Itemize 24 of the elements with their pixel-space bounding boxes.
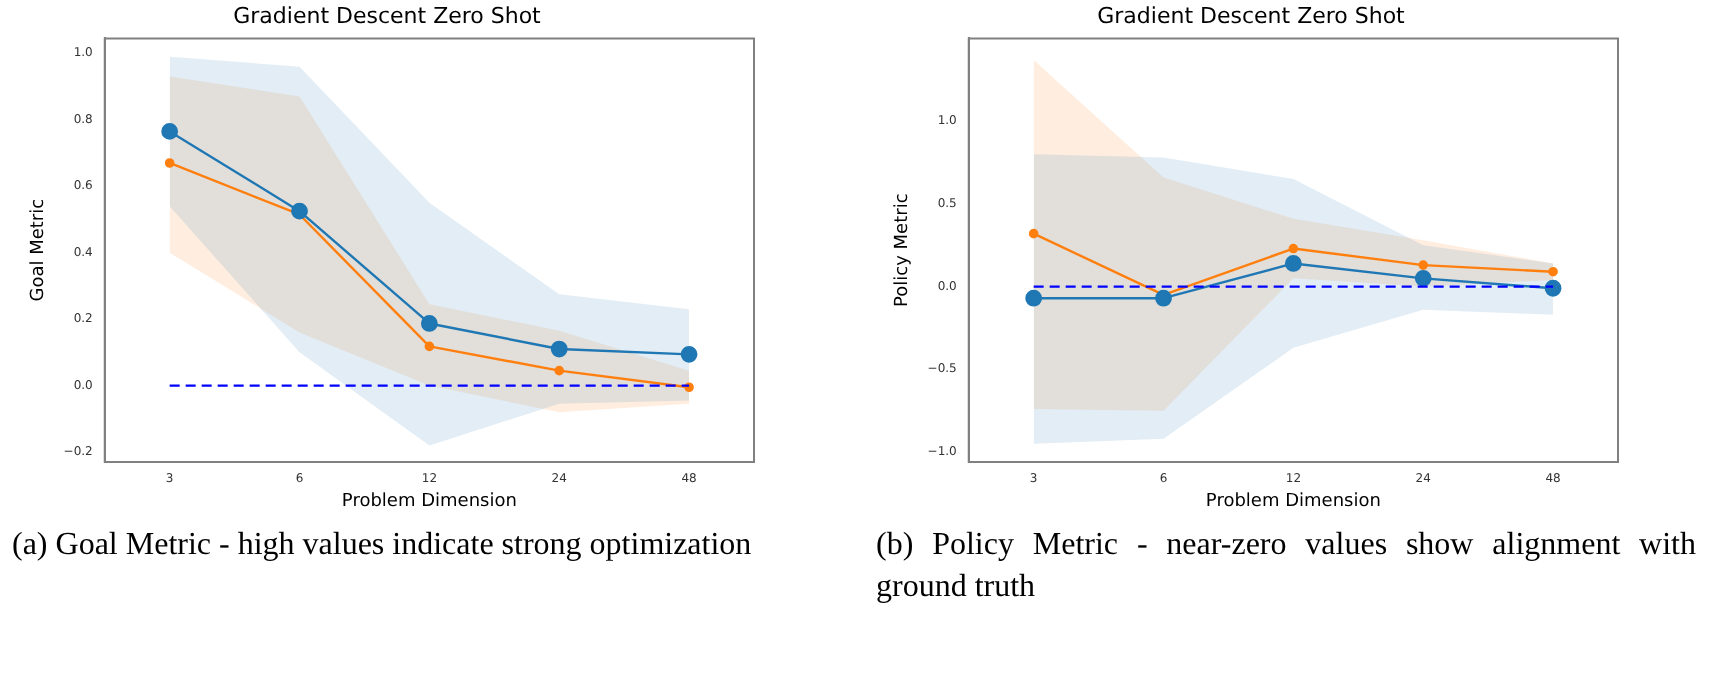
point bbox=[1284, 255, 1302, 272]
text: (b) Policy Metric - near-zero values show alignment with ground truth bbox=[874, 526, 1698, 608]
chart-title: Gradient Descent Zero Shot bbox=[1097, 2, 1407, 29]
point bbox=[420, 315, 438, 332]
point bbox=[554, 365, 565, 376]
point bbox=[1025, 289, 1043, 307]
x-axis-title: Problem Dimension bbox=[1205, 491, 1381, 512]
point bbox=[1028, 228, 1039, 239]
point bbox=[1155, 289, 1172, 307]
point bbox=[550, 340, 568, 358]
y-axis-title: Policy Metric bbox=[893, 193, 914, 307]
point bbox=[164, 158, 175, 168]
point bbox=[680, 345, 698, 363]
point bbox=[1548, 266, 1558, 277]
point bbox=[291, 202, 308, 220]
x-axis-title: Problem Dimension bbox=[341, 491, 517, 512]
point bbox=[1418, 260, 1429, 270]
point bbox=[1288, 243, 1299, 254]
text: (a) Goal Metric - high values indicate strong optimization bbox=[10, 526, 754, 566]
y-axis-title: Goal Metric bbox=[29, 198, 50, 302]
chart-title: Gradient Descent Zero Shot bbox=[233, 2, 543, 29]
point bbox=[161, 123, 179, 140]
point bbox=[424, 341, 435, 352]
point bbox=[1414, 269, 1432, 287]
